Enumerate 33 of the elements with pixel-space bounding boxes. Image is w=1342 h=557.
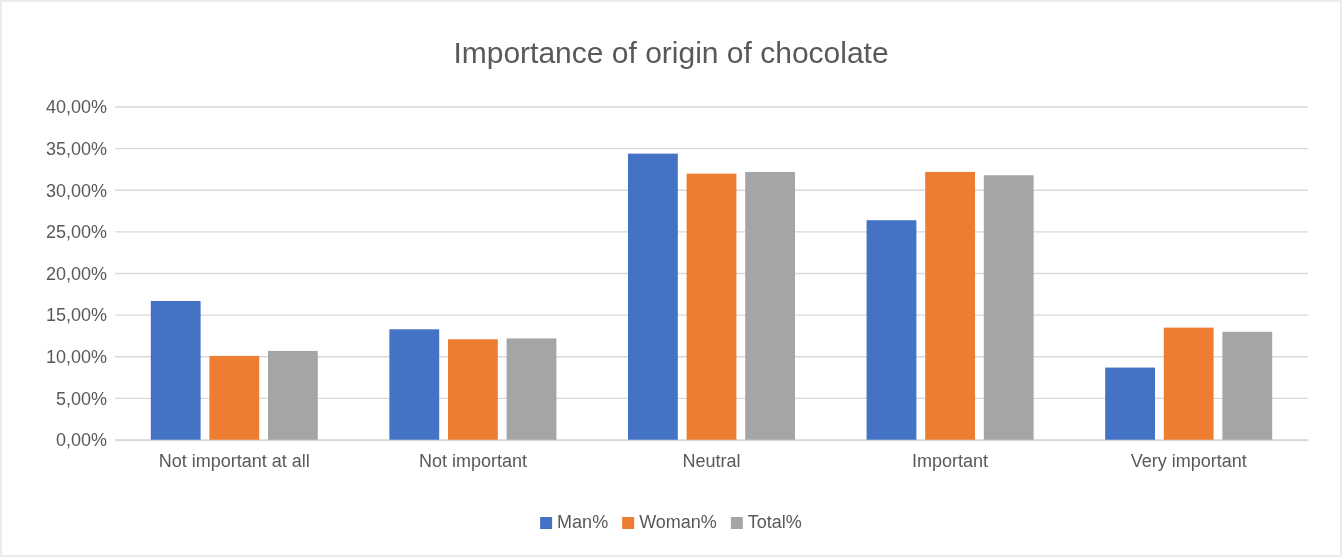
- bar: [1222, 331, 1273, 440]
- y-tick-label: 20,00%: [45, 263, 107, 284]
- bar: [925, 171, 976, 440]
- y-tick-label: 30,00%: [45, 180, 107, 201]
- y-tick-label: 10,00%: [45, 347, 107, 368]
- x-tick-label: Not important at all: [158, 450, 310, 471]
- bar: [686, 173, 737, 440]
- bar: [268, 350, 318, 440]
- bar: [506, 338, 557, 440]
- bar: [150, 300, 201, 440]
- legend-label: Woman%: [639, 512, 717, 532]
- x-tick-label: Neutral: [682, 450, 741, 471]
- bar: [983, 175, 1034, 440]
- bar: [389, 329, 440, 440]
- x-tick-label: Very important: [1130, 450, 1247, 471]
- bar: [1163, 327, 1214, 440]
- y-tick-label: 15,00%: [45, 305, 107, 326]
- bar: [1105, 367, 1155, 440]
- y-tick-label: 40,00%: [45, 97, 107, 118]
- bar: [447, 339, 498, 440]
- bar: [627, 153, 678, 440]
- legend-label: Man%: [557, 512, 609, 532]
- bar: [209, 355, 260, 440]
- y-tick-label: 5,00%: [55, 388, 107, 409]
- legend-label: Total%: [747, 512, 802, 532]
- x-tick-label: Important: [912, 450, 989, 471]
- y-tick-label: 25,00%: [45, 222, 107, 243]
- y-tick-label: 0,00%: [55, 430, 107, 451]
- bar: [745, 171, 796, 440]
- bar: [866, 220, 917, 440]
- chart-title: Importance of origin of chocolate: [453, 36, 889, 69]
- x-tick-label: Not important: [418, 450, 527, 471]
- y-tick-label: 35,00%: [45, 138, 107, 159]
